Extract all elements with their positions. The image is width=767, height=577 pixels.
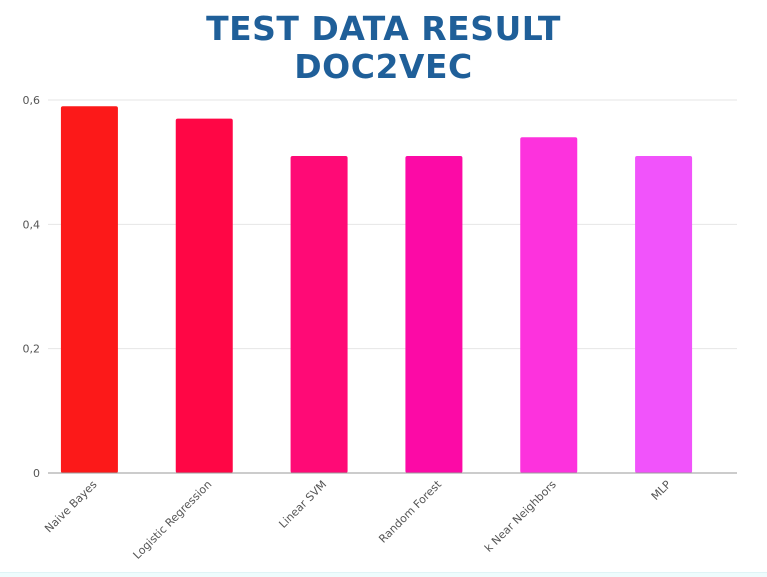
x-tick-label: Logistic Regression (131, 478, 215, 562)
x-tick-label: MLP (649, 478, 674, 503)
bar (175, 118, 233, 474)
bar (520, 137, 578, 474)
y-tick-label: 0,6 (23, 94, 41, 107)
chart-title-line2: DOC2VEC (294, 47, 473, 86)
y-tick-label: 0,2 (23, 343, 41, 356)
bar (635, 155, 693, 473)
y-tick-label: 0,4 (23, 218, 41, 231)
y-tick-label: 0 (33, 467, 40, 480)
bar (405, 155, 463, 473)
x-tick-label: Random Forest (376, 477, 444, 545)
bar (290, 155, 348, 473)
x-tick-label: Linear SVM (276, 478, 329, 531)
x-tick-label: k Near Neighbors (482, 478, 559, 555)
chart-title: TEST DATA RESULT DOC2VEC (0, 10, 767, 86)
bar (60, 106, 118, 473)
bottom-strip (0, 572, 767, 577)
chart-title-line1: TEST DATA RESULT (206, 9, 561, 48)
x-tick-label: Naive Bayes (42, 478, 100, 536)
